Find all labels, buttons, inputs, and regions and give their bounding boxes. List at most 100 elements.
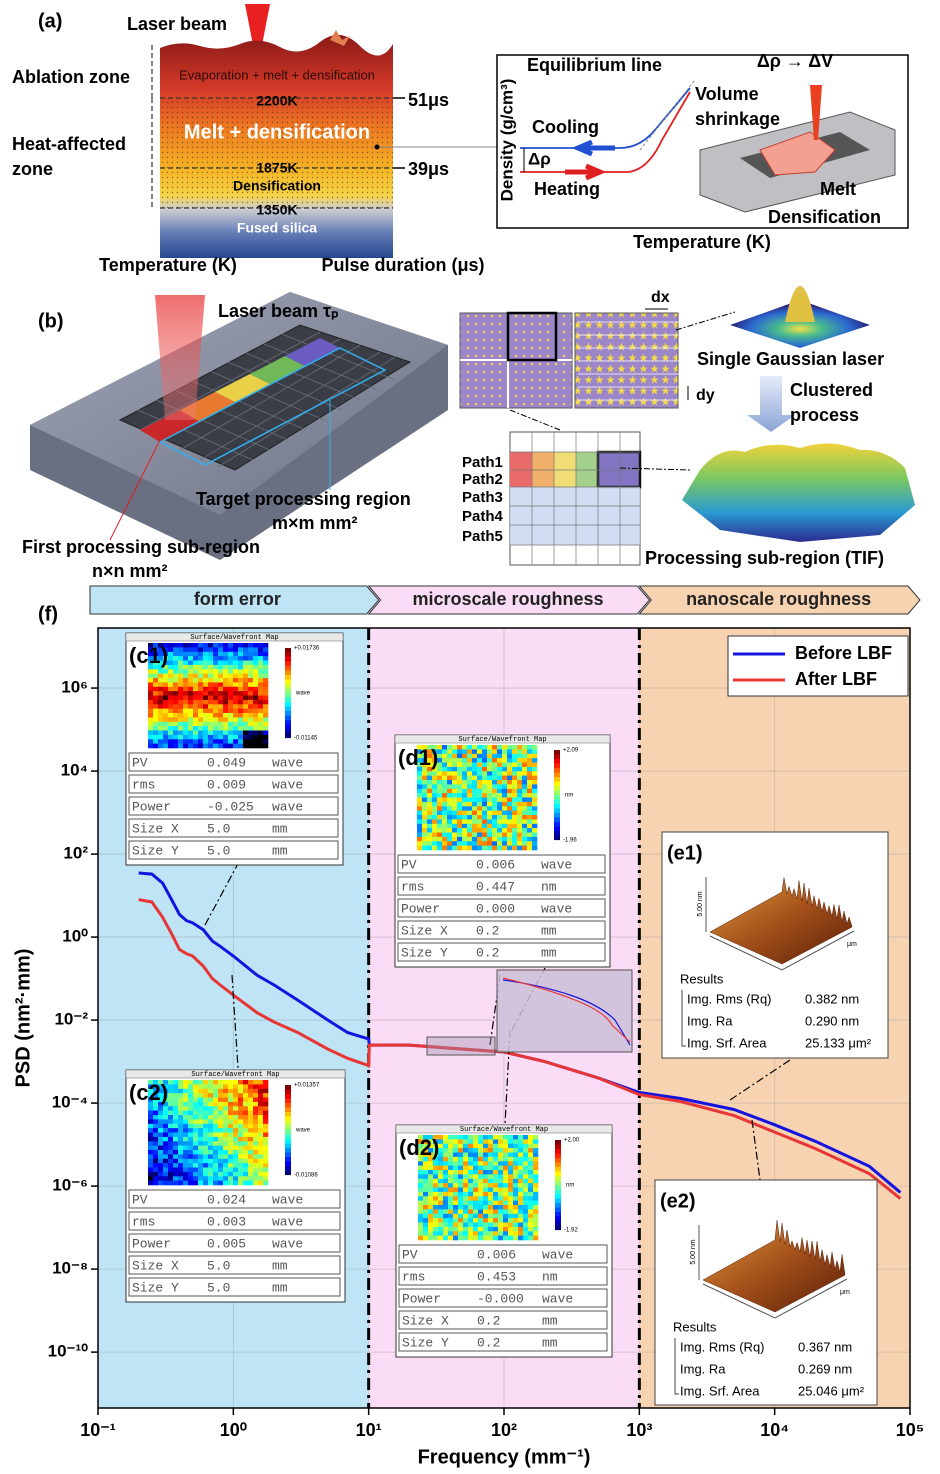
heatmap-cell: [158, 699, 164, 705]
heatmap-cell: [457, 797, 463, 803]
heatmap-cell: [463, 1235, 469, 1241]
heatmap-cell: [502, 836, 508, 842]
heatmap-cell: [483, 1191, 489, 1197]
heatmap-cell: [517, 815, 523, 820]
heatmap-cell: [188, 1110, 194, 1116]
heatmap-cell: [433, 1205, 439, 1210]
heatmap-cell: [168, 1128, 174, 1133]
heatmap-cell: [473, 1174, 479, 1180]
heatmap-cell: [462, 745, 468, 750]
colorbar-cell: [554, 817, 560, 823]
heatmap-cell: [173, 1154, 179, 1160]
heatmap-cell: [238, 1123, 244, 1129]
heatmap-cell: [238, 1128, 244, 1133]
colorbar-cell: [555, 1189, 561, 1195]
heatmap-cell: [148, 1180, 154, 1186]
heatmap-cell: [233, 1097, 239, 1103]
heatmap-cell: [248, 1093, 254, 1098]
heatmap-cell: [517, 780, 523, 785]
heatmap-cell: [457, 745, 463, 750]
heatmap-cell: [263, 699, 269, 705]
heatmap-cell: [528, 1196, 534, 1201]
heatmap-cell: [188, 1180, 194, 1186]
heatmap-cell: [437, 797, 443, 803]
heatmap-cell: [482, 788, 488, 794]
heatmap-cell: [223, 1132, 229, 1138]
heatmap-cell: [458, 1156, 464, 1162]
heatmap-cell: [523, 1231, 529, 1236]
heatmap-cell: [213, 1132, 219, 1138]
heatmap-cell: [433, 1161, 439, 1166]
heatmap-cell: [437, 836, 443, 842]
result-value: 25.046 μm²: [798, 1383, 865, 1398]
heatmap-cell: [183, 656, 189, 661]
heatmap-cell: [488, 1200, 494, 1206]
heatmap-cell: [433, 1218, 439, 1223]
heatmap-cell: [533, 1174, 539, 1180]
heatmap-cell: [512, 845, 518, 851]
heatmap-cell: [168, 1123, 174, 1129]
heatmap-cell: [203, 1150, 209, 1155]
heatmap-cell: [457, 762, 463, 768]
heatmap-cell: [442, 815, 448, 820]
heatmap-cell: [248, 1132, 254, 1138]
heatmap-cell: [203, 1132, 209, 1138]
heatmap-cell: [213, 734, 219, 740]
heatmap-cell: [223, 686, 229, 692]
heatmap-cell: [213, 651, 219, 657]
heatmap-cell: [437, 758, 443, 763]
heatmap-cell: [213, 1115, 219, 1120]
heatmap-cell: [168, 643, 174, 648]
heatmap-cell: [528, 1205, 534, 1210]
heatmap-cell: [462, 806, 468, 811]
heatmap-cell: [438, 1200, 444, 1206]
heatmap-cell: [238, 682, 244, 688]
heatmap-cell: [512, 771, 518, 776]
heatmap-cell: [497, 784, 503, 790]
heatmap-cell: [208, 1128, 214, 1133]
heatmap-cell: [462, 762, 468, 768]
heatmap-cell: [203, 647, 209, 653]
heatmap-cell: [523, 1218, 529, 1223]
colorbar-cell: [555, 1140, 561, 1145]
heatmap-cell: [253, 1163, 259, 1168]
heatmap-cell: [528, 1213, 534, 1219]
heatmap-cell: [248, 1163, 254, 1168]
heatmap-cell: [528, 1222, 534, 1228]
heatmap-cell: [498, 1196, 504, 1201]
heatmap-cell: [497, 801, 503, 807]
heatmap-cell: [163, 1084, 169, 1090]
heatmap-cell: [233, 1080, 239, 1085]
heatmap-cell: [473, 1161, 479, 1166]
heatmap-cell: [253, 1123, 259, 1129]
heatmap-cell: [173, 1123, 179, 1129]
heatmap-cell: [433, 1178, 439, 1184]
heatmap-cell: [448, 1187, 454, 1193]
heatmap-cell: [438, 1187, 444, 1193]
heatmap-cell: [148, 1150, 154, 1155]
heatmap-cell: [153, 1176, 159, 1181]
heatmap-cell: [243, 660, 249, 666]
region-label: nanoscale roughness: [686, 589, 871, 609]
heatmap-cell: [263, 1115, 269, 1120]
heatmap-cell: [467, 828, 473, 833]
heatmap-cell: [258, 713, 264, 718]
heatmap-cell: [153, 673, 159, 679]
heatmap-cell: [163, 660, 169, 666]
laser-beam-icon: [245, 4, 270, 45]
heatmap-cell: [193, 1176, 199, 1181]
heatmap-cell: [437, 828, 443, 833]
heatmap-cell: [228, 695, 234, 701]
heatmap-cell: [482, 793, 488, 798]
heatmap-cell: [193, 717, 199, 723]
heatmap-cell: [468, 1231, 474, 1236]
heatmap-cell: [203, 656, 209, 661]
heatmap-cell: [153, 1158, 159, 1164]
heatmap-cell: [448, 1218, 454, 1223]
table-cell: Power: [132, 799, 171, 814]
heatmap-cell: [148, 643, 154, 648]
heatmap-cell: [178, 1106, 184, 1111]
heatmap-cell: [518, 1174, 524, 1180]
heatmap-cell: [523, 1148, 529, 1153]
